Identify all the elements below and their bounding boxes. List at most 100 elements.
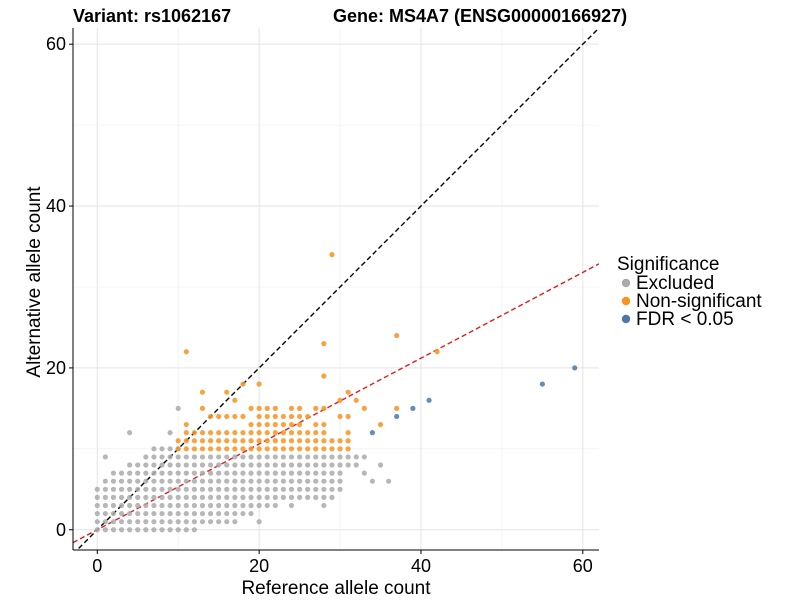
point-excluded [135,486,141,492]
point-excluded [232,494,238,500]
point-excluded [321,462,327,468]
point-excluded [110,510,117,517]
point-non-significant [264,438,270,444]
point-excluded [264,470,270,476]
point-excluded [191,454,197,460]
point-non-significant [321,373,327,379]
point-non-significant [248,430,254,436]
legend-key [621,278,631,288]
point-excluded [159,446,165,452]
point-non-significant [264,421,270,428]
point-non-significant [264,430,270,436]
point-excluded [199,454,206,460]
point-excluded [377,462,384,468]
point-excluded [199,462,206,468]
point-excluded [175,510,181,517]
point-excluded [337,486,343,492]
point-excluded [143,486,149,492]
point-excluded [288,494,295,500]
point-non-significant [224,430,230,436]
point-excluded [199,478,206,484]
tick-labels: 0 20 40 60 0 20 40 60 [46,34,593,576]
point-excluded [110,478,117,484]
point-non-significant [232,430,238,436]
point-non-significant [272,438,278,444]
point-excluded [127,510,133,517]
point-excluded [224,510,230,517]
point-excluded [272,462,278,468]
point-excluded [256,502,262,509]
point-excluded [313,462,319,468]
point-excluded [167,470,173,476]
point-excluded [94,486,100,492]
point-non-significant [305,430,311,436]
point-excluded [135,470,141,476]
point-excluded [313,478,319,484]
point-excluded [159,519,165,525]
point-non-significant [224,446,230,452]
legend-key [621,314,631,324]
x-tick-label: 20 [249,556,269,576]
point-non-significant [329,252,335,258]
point-excluded [199,494,206,500]
point-non-significant [296,446,303,452]
point-excluded [248,486,254,492]
point-non-significant [175,438,181,444]
point-excluded [232,454,238,460]
point-excluded [216,494,222,500]
point-excluded [280,486,286,492]
point-excluded [167,462,173,468]
point-excluded [329,478,335,484]
point-excluded [159,502,165,509]
point-excluded [361,454,367,460]
point-non-significant [264,446,270,452]
point-excluded [191,510,197,517]
fit-line [73,263,599,544]
point-non-significant [329,438,335,444]
point-excluded [102,454,108,460]
point-non-significant [288,405,295,411]
point-excluded [135,462,141,468]
point-excluded [224,519,230,525]
point-non-significant [394,332,400,339]
point-non-significant [337,446,343,452]
point-non-significant [345,438,351,444]
point-excluded [167,486,173,492]
point-excluded [272,454,278,460]
point-excluded [118,486,125,492]
point-excluded [127,494,133,500]
legend-title: Significance [617,254,719,275]
point-excluded [127,462,133,468]
point-excluded [248,510,254,517]
point-excluded [135,494,141,500]
point-excluded [167,510,173,517]
point-excluded [256,454,262,460]
point-excluded [386,478,392,484]
point-excluded [280,462,286,468]
point-non-significant [337,397,343,403]
point-excluded [151,486,157,492]
point-excluded [191,462,197,468]
point-excluded [135,510,141,517]
point-excluded [159,527,165,533]
point-excluded [175,494,181,500]
point-excluded [216,519,222,525]
point-non-significant [394,405,400,411]
point-excluded [216,510,222,517]
point-excluded [110,502,117,509]
point-excluded [167,502,173,509]
point-non-significant [232,446,238,452]
point-excluded [321,486,327,492]
point-excluded [296,494,303,500]
point-excluded [329,454,335,460]
point-non-significant [296,438,303,444]
point-excluded [272,470,278,476]
point-excluded [127,502,133,509]
point-excluded [321,502,327,509]
point-excluded [305,494,311,500]
point-excluded [110,527,117,533]
point-excluded [199,486,206,492]
point-excluded [102,486,108,492]
point-excluded [135,502,141,509]
y-tick-label: 60 [46,34,66,54]
